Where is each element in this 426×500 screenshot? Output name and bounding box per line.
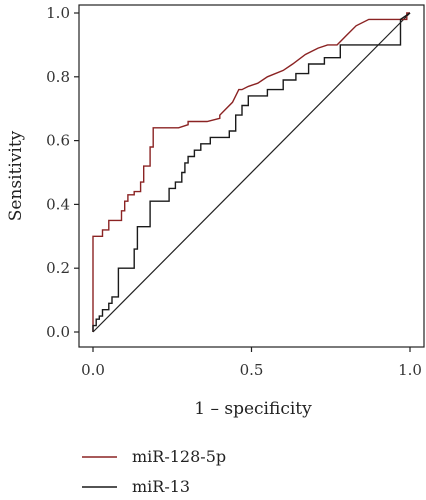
plot-frame xyxy=(78,4,425,348)
legend: miR-128-5p miR-13 xyxy=(82,447,226,496)
legend-label: miR-128-5p xyxy=(132,447,226,466)
y-tick-label: 0.2 xyxy=(46,259,70,277)
y-tick-label: 0.4 xyxy=(46,195,70,213)
reference-diagonal-line xyxy=(92,12,411,333)
x-tick-label: 0.5 xyxy=(240,361,264,379)
y-tick-label: 0.0 xyxy=(46,323,70,341)
legend-label: miR-13 xyxy=(132,477,190,496)
y-tick-label: 1.0 xyxy=(46,4,70,22)
x-axis-label: 1 – specificity xyxy=(194,399,312,419)
y-tick-label: 0.8 xyxy=(46,68,70,86)
y-tick-label: 0.6 xyxy=(46,132,70,150)
x-tick-label: 0.0 xyxy=(81,361,105,379)
x-tick-label: 1.0 xyxy=(398,361,422,379)
series-line-mir-128-5p xyxy=(92,12,410,332)
series-line-mir-13 xyxy=(92,12,411,332)
y-axis-label: Sensitivity xyxy=(6,130,26,221)
